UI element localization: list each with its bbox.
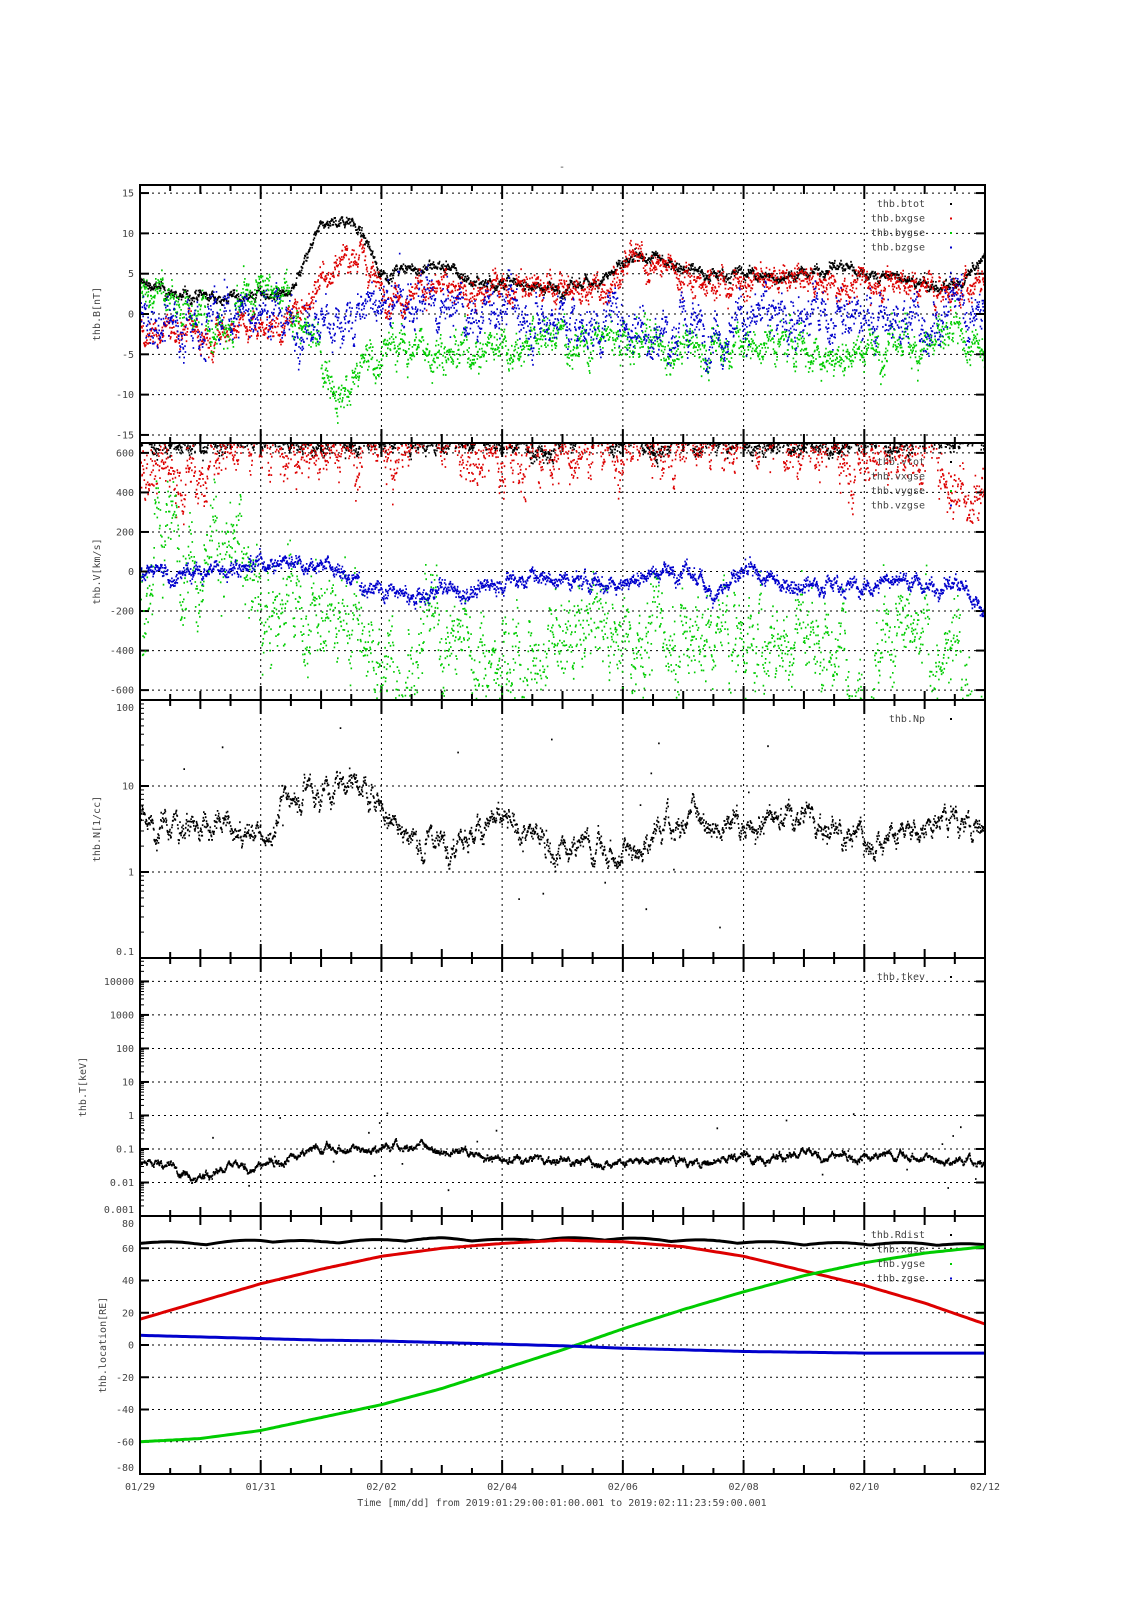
legend-marker [950, 475, 952, 478]
series-thb-Np [140, 727, 985, 929]
legend-label: thb.vzgse [871, 501, 925, 512]
y-tick-label: 100 [116, 1044, 134, 1055]
y-tick-label: 0.001 [104, 1205, 134, 1216]
y-tick-label: 10000 [104, 977, 134, 988]
y-tick-label: 10 [122, 782, 134, 793]
y-tick-label: -600 [110, 686, 134, 697]
y-tick-label: 5 [128, 269, 134, 280]
y-tick-label: 20 [122, 1308, 134, 1319]
y-tick-label: -400 [110, 646, 134, 657]
y-tick-label: -20 [116, 1373, 134, 1384]
legend-marker [950, 203, 952, 205]
x-tick-label: 01/31 [246, 1482, 276, 1493]
y-axis-label: thb.T[keV] [78, 1057, 89, 1117]
legend-label: thb.ygse [877, 1259, 925, 1270]
legend-marker [950, 718, 952, 720]
legend-label: thb.Np [889, 714, 925, 725]
series-thb-Rdist [140, 1236, 985, 1247]
x-tick-label: 02/08 [729, 1482, 759, 1493]
legend-marker [950, 232, 952, 234]
legend-label: thb.bxgse [871, 214, 925, 225]
y-tick-label: 0 [128, 1341, 134, 1352]
x-axis-label: Time [mm/dd] from 2019:01:29:00:01:00.00… [357, 1498, 766, 1509]
legend-label: thb.zgse [877, 1274, 925, 1285]
series-thb-ygse [140, 1245, 985, 1444]
y-axis-label: thb.V[km/s] [92, 538, 103, 604]
y-tick-label: -80 [116, 1463, 134, 1474]
y-tick-label: -10 [116, 390, 134, 401]
panel-1: 15 10 5 0 -5 -10 -15 thb.btot thb.bxgse thb.bygse… [92, 184, 986, 444]
y-tick-label: -15 [116, 430, 134, 441]
x-tick-label: 02/10 [849, 1482, 879, 1493]
legend-label: thb.vygse [871, 486, 925, 497]
legend-marker [950, 1234, 952, 1236]
legend-label: thb.Rdist [871, 1230, 925, 1241]
y-tick-label: -200 [110, 607, 134, 618]
y-tick-label: 600 [116, 448, 134, 459]
y-tick-label: 1 [128, 868, 134, 879]
y-tick-label: 10 [122, 229, 134, 240]
panel-2: 6004002000-200-400-600thb.vtotthb.vxgset… [92, 442, 986, 701]
legend-marker [950, 1277, 952, 1280]
legend-marker [950, 504, 952, 507]
y-axis-label: thb.N[1/cc] [92, 796, 103, 862]
series-thb-vygse [140, 478, 985, 700]
y-tick-label: -40 [116, 1405, 134, 1416]
legend-marker [950, 976, 952, 978]
series-thb-xgse [140, 1238, 985, 1326]
legend-marker [950, 246, 952, 249]
x-tick-label: 01/29 [125, 1482, 155, 1493]
series-thb-tkev [140, 1112, 985, 1192]
y-tick-label: 0 [128, 567, 134, 578]
panel-frame [139, 957, 986, 1217]
x-tick-label: 02/04 [487, 1482, 517, 1493]
legend-marker [950, 1263, 952, 1265]
legend-marker [950, 217, 952, 220]
y-tick-label: 200 [116, 527, 134, 538]
panel-4: 10000 1000 100 10 1 0.1 0.01 0.001 thb.tkev thb.T… [78, 957, 986, 1217]
legend-label: thb.tkev [877, 972, 925, 983]
panel-frame [139, 1215, 986, 1475]
y-tick-label: 0 [128, 310, 134, 321]
y-tick-label: -60 [116, 1437, 134, 1448]
panel-3: 100 10 1 0.1 thb.Np thb.N[1/cc] [92, 699, 986, 959]
y-tick-label: 10 [122, 1077, 134, 1088]
y-tick-label: 0.01 [110, 1178, 134, 1189]
legend-label: thb.vxgse [871, 472, 925, 483]
y-tick-label: 15 [122, 189, 134, 200]
legend-label: thb.btot [877, 199, 925, 210]
y-tick-label: 60 [122, 1244, 134, 1255]
y-axis-label: thb.location[RE] [98, 1297, 109, 1393]
y-axis-label: thb.B[nT] [92, 287, 103, 341]
legend-marker [950, 461, 952, 463]
y-tick-label: 1000 [110, 1010, 134, 1021]
series-thb-zgse [140, 1333, 985, 1355]
x-tick-label: 02/02 [366, 1482, 396, 1493]
y-tick-label: 40 [122, 1276, 134, 1287]
y-tick-label: 80 [122, 1219, 134, 1230]
plot-title: - [559, 162, 565, 173]
legend-marker [950, 490, 952, 492]
legend-label: thb.xgse [877, 1245, 925, 1256]
x-tick-label: 02/12 [970, 1482, 1000, 1493]
y-tick-label: 1 [128, 1111, 134, 1122]
legend-label: thb.bygse [871, 228, 925, 239]
y-tick-label: 100 [116, 703, 134, 714]
panel-5: 80 60 40 20 0 -20 -40 -60 -80 thb.Rdist thb.xgse th… [98, 1215, 986, 1475]
y-tick-label: -5 [122, 350, 134, 361]
legend-label: thb.bzgse [871, 243, 925, 254]
x-tick-label: 02/06 [608, 1482, 638, 1493]
y-tick-label: 0.1 [116, 1144, 134, 1155]
y-tick-label: 400 [116, 488, 134, 499]
series-thb-bxgse [140, 238, 985, 364]
y-tick-label: 0.1 [116, 947, 134, 958]
